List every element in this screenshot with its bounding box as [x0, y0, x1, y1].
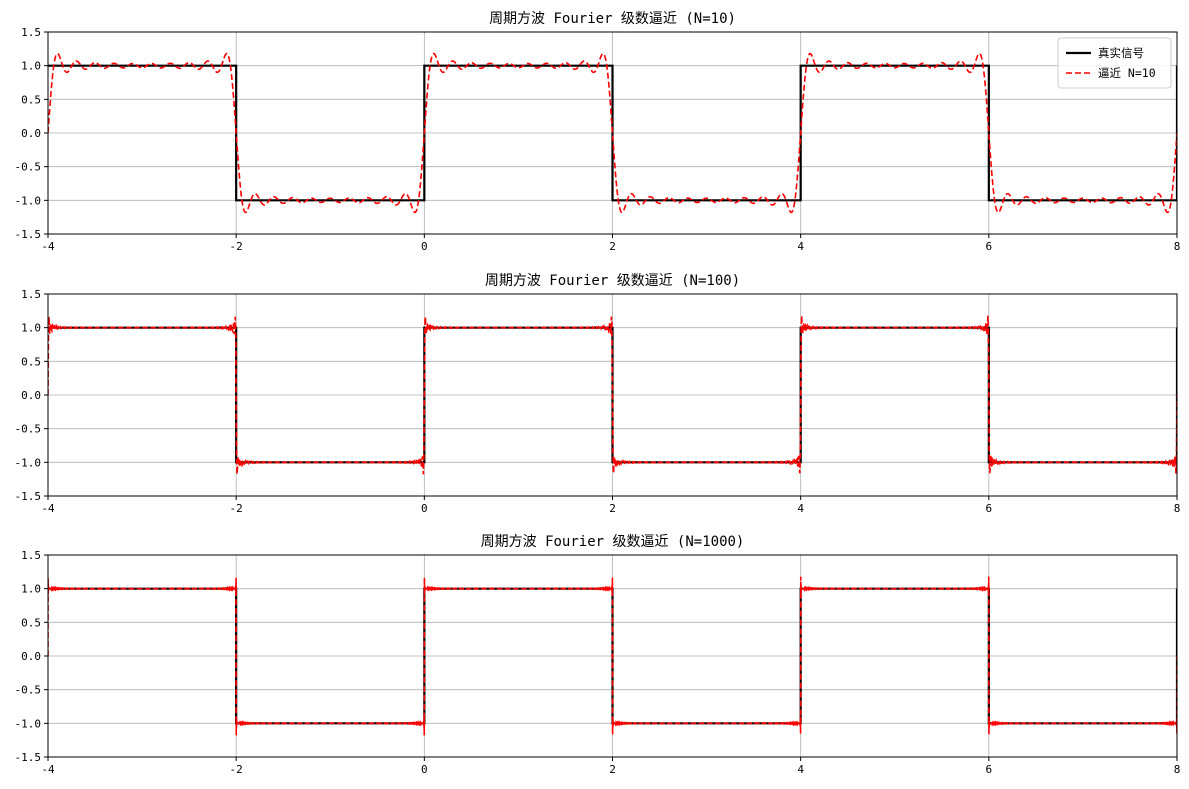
y-tick-label: -1.5 [15, 228, 42, 241]
y-tick-label: -1.0 [15, 456, 42, 469]
legend-box [1057, 37, 1172, 89]
x-tick-label: -4 [41, 763, 55, 776]
subplot-title: 周期方波 Fourier 级数逼近 (N=10) [489, 11, 736, 27]
legend-label-1: 真实信号 [1098, 46, 1144, 60]
x-tick-label: -4 [41, 240, 55, 253]
x-tick-label: -2 [230, 502, 243, 515]
y-tick-label: 1.5 [21, 288, 41, 301]
y-tick-label: 1.0 [21, 60, 41, 73]
series-line-approx [48, 315, 1177, 475]
y-tick-label: 0.5 [21, 93, 41, 106]
y-tick-label: -1.0 [15, 194, 42, 207]
x-tick-label: 4 [797, 240, 804, 253]
y-tick-label: -0.5 [15, 423, 42, 436]
x-tick-label: -2 [230, 240, 243, 253]
series-line-true-signal [48, 64, 1177, 202]
subplots: -4 -2 0 2 4 6 8 1.5 1.0 0.5 0.0 -0.5 -1.0 -1.5 周期方波 Fo… [15, 11, 1181, 776]
x-tick-label: -4 [41, 502, 55, 515]
x-tick-label: 6 [986, 240, 993, 253]
x-tick-label: 8 [1174, 502, 1181, 515]
subplot-title: 周期方波 Fourier 级数逼近 (N=100) [485, 273, 740, 289]
x-tick-label: 4 [797, 502, 804, 515]
subplot-1: -4 -2 0 2 4 6 8 1.5 1.0 0.5 0.0 -0.5 -1.0 -1.5 周期方波 Fo… [15, 11, 1181, 253]
y-tick-label: 1.0 [21, 583, 41, 596]
plot-area [48, 576, 1177, 736]
series-line-approx [48, 52, 1177, 214]
x-tick-label: 8 [1174, 240, 1181, 253]
y-tick-label: 1.5 [21, 549, 41, 562]
y-tick-label: 0.0 [21, 389, 41, 402]
x-tick-label: 2 [609, 240, 616, 253]
subplot-3: -4 -2 0 2 4 6 8 1.5 1.0 0.5 0.0 -0.5 -1.0 -1.5 周期方波 Fo… [15, 534, 1181, 776]
series-line-approx [48, 576, 1177, 736]
y-tick-label: 1.5 [21, 26, 41, 39]
x-tick-label: 2 [609, 763, 616, 776]
x-tick-label: 8 [1174, 763, 1181, 776]
y-tick-label: -1.5 [15, 751, 42, 764]
subplot-2: -4 -2 0 2 4 6 8 1.5 1.0 0.5 0.0 -0.5 -1.0 -1.5 周期方波 Fo… [15, 273, 1181, 515]
y-tick-label: 0.0 [21, 650, 41, 663]
y-tick-label: -0.5 [15, 684, 42, 697]
y-tick-label: 0.5 [21, 616, 41, 629]
subplot-title: 周期方波 Fourier 级数逼近 (N=1000) [481, 534, 745, 550]
plot-area [48, 52, 1177, 214]
plot-area [48, 315, 1177, 475]
x-tick-label: 0 [421, 763, 428, 776]
y-tick-label: 0.5 [21, 355, 41, 368]
y-tick-label: -0.5 [15, 161, 42, 174]
y-tick-label: 1.0 [21, 322, 41, 335]
y-tick-label: -1.5 [15, 490, 42, 503]
x-tick-label: 6 [986, 763, 993, 776]
x-tick-label: 0 [421, 240, 428, 253]
x-tick-label: -2 [230, 763, 243, 776]
legend-label-2: 逼近 N=10 [1098, 66, 1156, 80]
x-tick-label: 2 [609, 502, 616, 515]
x-tick-label: 6 [986, 502, 993, 515]
x-tick-label: 0 [421, 502, 428, 515]
y-tick-label: -1.0 [15, 717, 42, 730]
x-tick-label: 4 [797, 763, 804, 776]
y-tick-label: 0.0 [21, 127, 41, 140]
